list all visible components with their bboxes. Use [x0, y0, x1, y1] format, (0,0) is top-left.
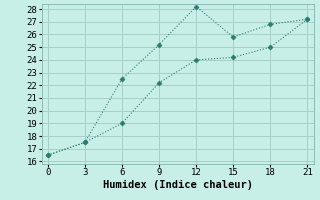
- X-axis label: Humidex (Indice chaleur): Humidex (Indice chaleur): [103, 180, 252, 190]
